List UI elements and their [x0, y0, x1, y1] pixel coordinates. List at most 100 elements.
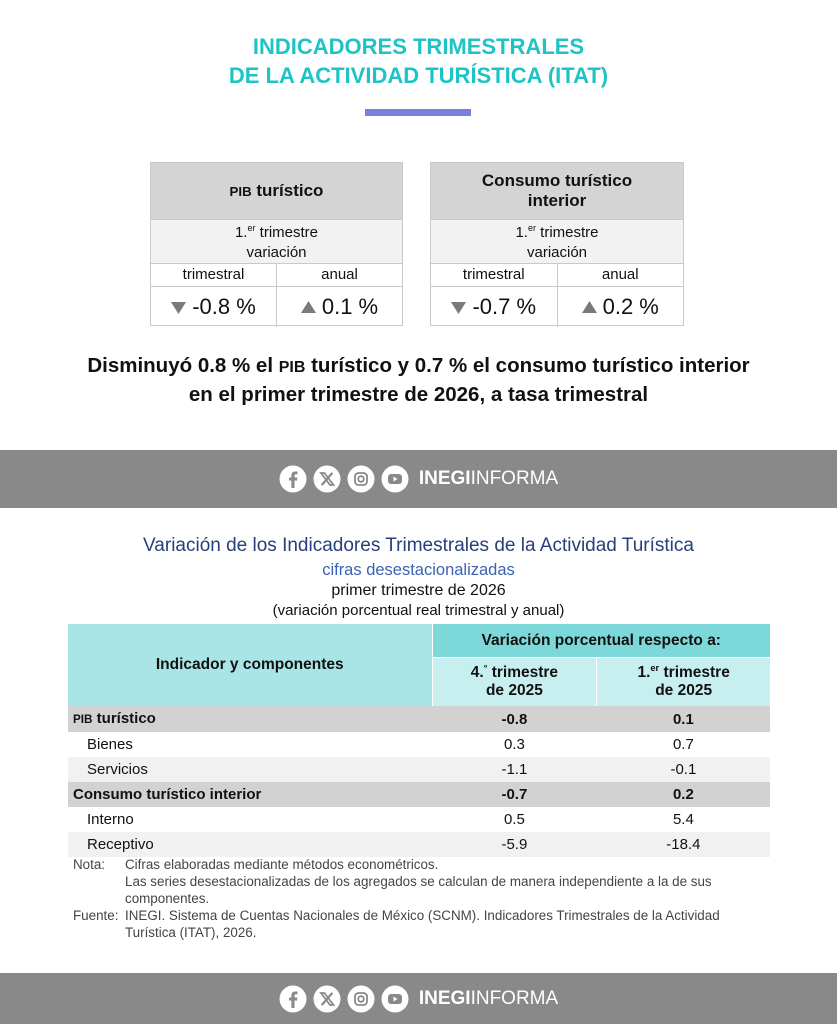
period-line: 1.er trimestre [431, 223, 683, 243]
headline: Disminuyó 0.8 % el PIB turístico y 0.7 %… [0, 352, 837, 408]
table-value: 0.5 [503, 811, 525, 828]
text: Disminuyó 0.8 % el [87, 354, 274, 377]
period-line: 1.er trimestre [151, 223, 402, 243]
social-icon [313, 985, 341, 1012]
card-title-text: PIB turístico [230, 181, 324, 202]
text: turístico [256, 180, 324, 200]
period-line: variación [526, 244, 588, 261]
trend-arrow [300, 300, 316, 313]
ordinal-suffix: er [650, 662, 660, 673]
card-title: Consumo turístico interior [431, 163, 683, 219]
social-icon [381, 985, 409, 1012]
title-line: INDICADORES TRIMESTRALES [252, 34, 585, 59]
card-values: -0.7 % 0.2 % [431, 286, 683, 327]
brand: INEGIINFORMA [419, 988, 558, 1010]
abbr: PIB [278, 359, 306, 376]
column-label: trimestral [431, 264, 557, 286]
table-value: -1.1 [432, 757, 597, 782]
header-line: 1.er trimestre [598, 662, 769, 682]
brand-bold: INEGI [418, 987, 471, 1009]
label: Receptivo [87, 836, 154, 853]
table-value: -5.9 [432, 832, 597, 857]
period-label: trimestre [540, 224, 599, 241]
social-bar: INEGIINFORMA [0, 973, 837, 1024]
ordinal: 1. [515, 224, 528, 241]
label: turístico [96, 710, 156, 727]
table-value: -0.7 [432, 782, 597, 807]
brand-text: INFORMA [470, 987, 559, 1009]
header-cell: Indicador y componentes [68, 624, 433, 706]
title-line: DE LA ACTIVIDAD TURÍSTICA (ITAT) [228, 63, 609, 88]
text: Consumo turístico interior [481, 171, 633, 210]
text: turístico y 0.7 % el consumo turístico i… [311, 354, 750, 377]
indicator-card: Consumo turístico interior 1.er trimestre… [430, 162, 684, 327]
table-subtitle: cifras desestacionalizadas [322, 561, 515, 579]
table-value: 0.7 [672, 736, 694, 753]
title: INDICADORES TRIMESTRALES DE LA ACTIVIDAD… [0, 32, 837, 90]
header-cell: 4.° trimestre de 2025 [432, 657, 597, 706]
note-text: Las series desestacionalizadas de los ag… [125, 874, 712, 906]
note-label: Nota: [73, 857, 106, 872]
value-cell: 0.1 % [276, 287, 402, 327]
accent-bar [365, 109, 471, 116]
ordinal-suffix: er [247, 223, 256, 233]
card-values: -0.8 % 0.1 % [151, 286, 402, 327]
column-label: trimestral [151, 264, 276, 286]
ordinal-suffix: ° [483, 662, 488, 673]
ordinal: 4. [470, 664, 484, 681]
brand: INEGIINFORMA [419, 468, 558, 490]
note-text: Cifras elaboradas mediante métodos econo… [125, 857, 439, 872]
card-period: 1.er trimestre variación [431, 219, 683, 263]
social-icon [347, 465, 375, 493]
header-line: de 2025 [655, 682, 713, 699]
trend-arrow [451, 301, 467, 314]
table-value: -0.1 [596, 757, 770, 782]
card-columns: trimestral anual [431, 263, 683, 286]
period-line: variación [246, 244, 307, 261]
value: -0.7 % [472, 294, 537, 319]
note: Las series desestacionalizadas de los ag… [73, 873, 773, 907]
label: Bienes [87, 736, 133, 753]
row-label: Receptivo [68, 832, 432, 857]
trend-arrow [581, 300, 597, 313]
table-row: Servicios -1.1 -0.1 [68, 757, 770, 782]
source: Fuente: INEGI. Sistema de Cuentas Naciona… [73, 907, 773, 941]
social-icon [279, 465, 307, 493]
table-value: 0.3 [503, 736, 525, 753]
value-cell: -0.7 % [431, 287, 557, 327]
value-cell: -0.8 % [151, 287, 276, 327]
table-row: Receptivo -5.9 -18.4 [68, 832, 770, 857]
row-label: Consumo turístico interior [68, 782, 432, 807]
table-value: 0.2 [596, 782, 770, 807]
value: -0.8 % [192, 294, 256, 319]
headline-line: Disminuyó 0.8 % el PIB turístico y 0.7 %… [0, 352, 837, 381]
column-label: anual [276, 264, 402, 286]
table-period: primer trimestre de 2026 [331, 582, 506, 599]
abbr: PIB [73, 713, 93, 726]
trend-arrow [171, 301, 187, 314]
table-title: Variación de los Indicadores Trimestrale… [143, 535, 694, 556]
headline-line: en el primer trimestre de 2026, a tasa t… [188, 383, 649, 406]
period-label: trimestre [259, 224, 319, 241]
brand-text: INFORMA [470, 468, 559, 489]
row-label: PIB turístico [68, 706, 432, 732]
header-line: 4.° trimestre [434, 662, 596, 682]
header-label: trimestre [663, 664, 730, 681]
card-period: 1.er trimestre variación [151, 219, 402, 263]
header-line: de 2025 [485, 682, 543, 699]
row-label: Servicios [68, 757, 432, 782]
social-icon [347, 985, 375, 1012]
indicator-card: PIB turístico 1.er trimestre variación trim… [150, 162, 403, 327]
card-title: PIB turístico [151, 163, 402, 219]
table-value: 0.1 [596, 706, 770, 732]
table-value: 5.4 [672, 811, 694, 828]
table-row: PIB turístico -0.8 0.1 [68, 706, 770, 732]
header-cell: Variación porcentual respecto a: [432, 624, 770, 658]
header-cell: 1.er trimestre de 2025 [596, 657, 770, 706]
table-row: Consumo turístico interior -0.7 0.2 [68, 782, 770, 807]
table-value: -0.8 [432, 706, 597, 732]
notes: Nota: Cifras elaboradas mediante métodos … [73, 856, 773, 941]
table-value: -18.4 [596, 832, 770, 857]
social-icon [381, 465, 409, 493]
